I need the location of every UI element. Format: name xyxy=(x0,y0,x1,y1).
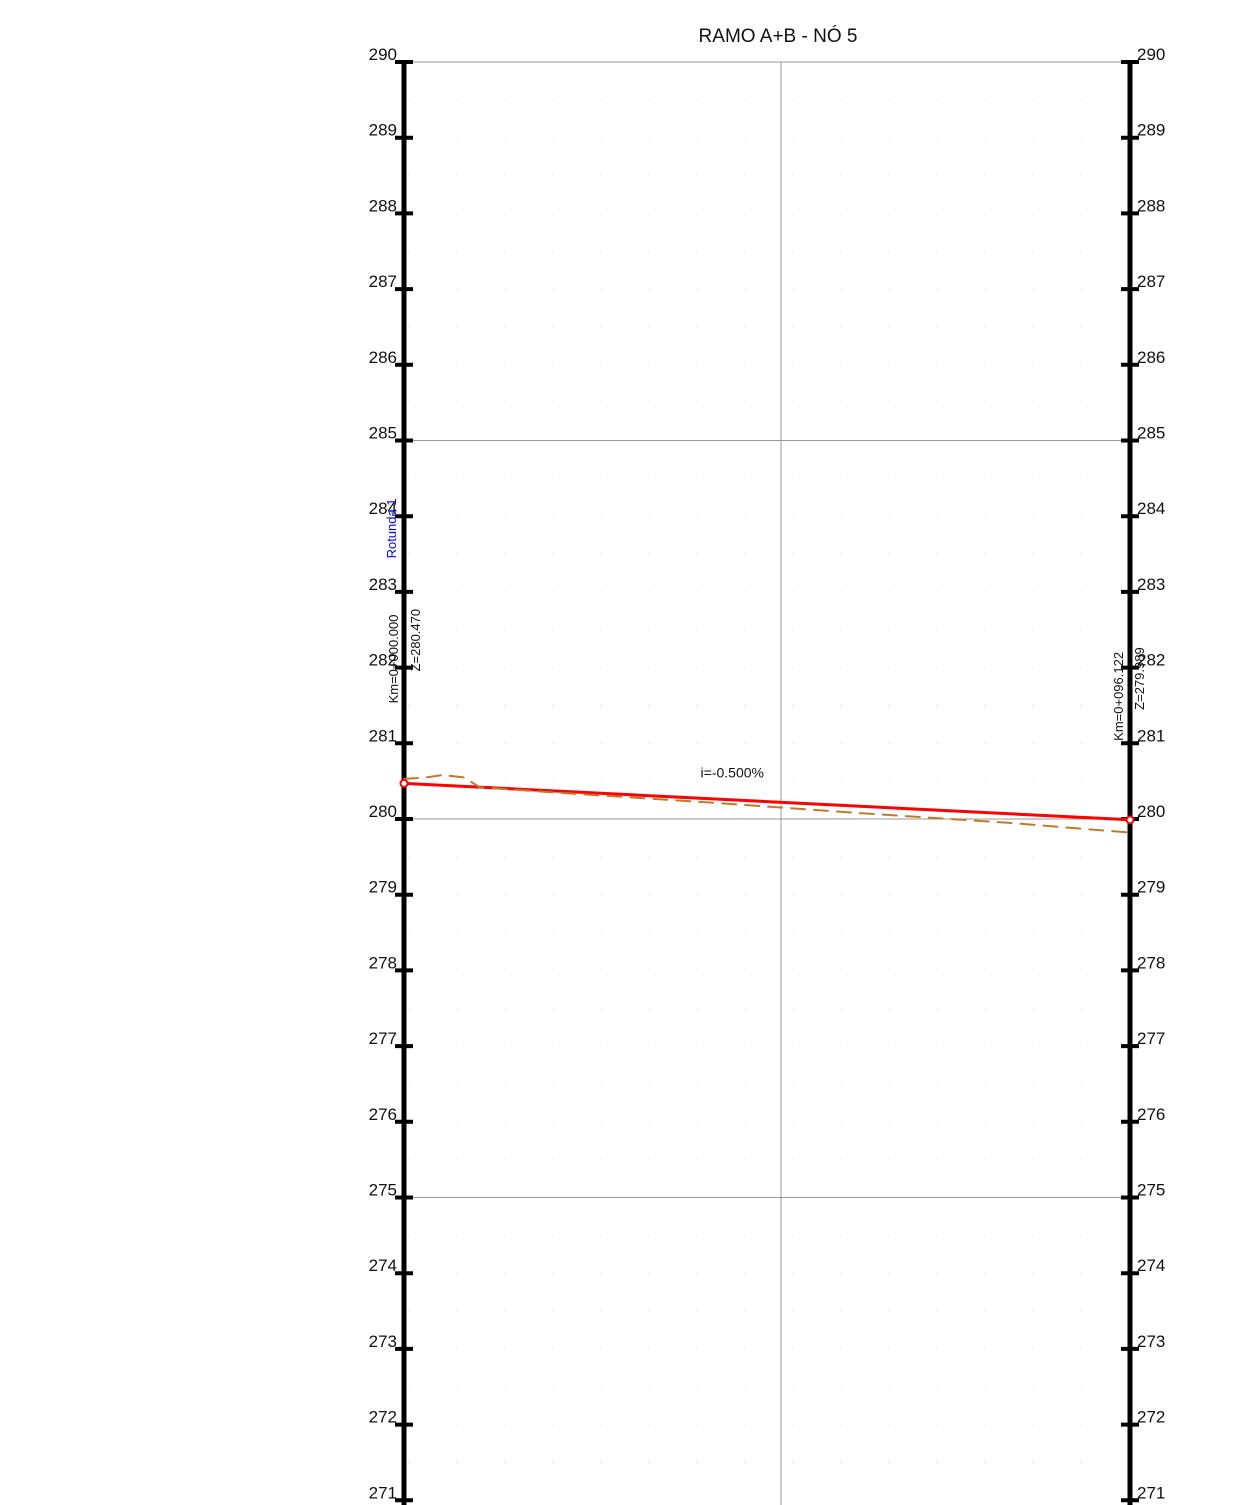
right-tick-label: 277 xyxy=(1137,1029,1165,1048)
annotation-layer: Km=0+000.000 Z=280.470 Km=0+096.122 Z=27… xyxy=(384,498,1147,780)
right-tick-label: 285 xyxy=(1137,424,1165,443)
end-vertex-marker xyxy=(1125,815,1135,825)
left-tick-label: 278 xyxy=(369,953,397,972)
left-tick-label: 283 xyxy=(369,575,397,594)
right-tick-label: 278 xyxy=(1137,953,1165,972)
left-tick-label: 275 xyxy=(369,1181,397,1200)
terrain-series-line xyxy=(403,774,1131,834)
right-tick-label: 273 xyxy=(1137,1332,1165,1351)
right-tick-label: 276 xyxy=(1137,1105,1165,1124)
left-tick-label: 276 xyxy=(369,1105,397,1124)
left-tick-label: 290 xyxy=(369,45,397,64)
roundabout-note-label: Rotunda 1 xyxy=(384,498,399,558)
grade-label: i=-0.500% xyxy=(701,764,764,780)
end-station-z-label: Z=279.989 xyxy=(1132,647,1147,710)
left-tick-label: 274 xyxy=(369,1256,397,1275)
right-tick-label: 272 xyxy=(1137,1408,1165,1427)
axis-layer: 290 290 289 289 288 288 287 287 286 286 285 285 284 2… xyxy=(369,45,1165,1505)
right-tick-label: 286 xyxy=(1137,348,1165,367)
left-tick-label: 272 xyxy=(369,1408,397,1427)
left-tick-label: 287 xyxy=(369,272,397,291)
right-tick-label: 280 xyxy=(1137,802,1165,821)
right-tick-label: 283 xyxy=(1137,575,1165,594)
left-tick-label: 271 xyxy=(369,1483,397,1502)
right-tick-label: 290 xyxy=(1137,45,1165,64)
right-tick-label: 281 xyxy=(1137,726,1165,745)
right-tick-label: 282 xyxy=(1137,651,1165,670)
left-tick-label: 277 xyxy=(369,1029,397,1048)
right-tick-label: 279 xyxy=(1137,878,1165,897)
right-tick-label: 275 xyxy=(1137,1181,1165,1200)
grid-layer xyxy=(404,61,1130,1505)
left-tick-label: 280 xyxy=(369,802,397,821)
right-tick-label: 274 xyxy=(1137,1256,1165,1275)
left-tick-label: 281 xyxy=(369,726,397,745)
profile-series-line xyxy=(402,781,1132,822)
left-tick-label: 289 xyxy=(369,121,397,140)
start-station-km-label: Km=0+000.000 xyxy=(386,615,401,704)
chart-title: RAMO A+B - NÓ 5 xyxy=(699,25,858,47)
left-tick-label: 286 xyxy=(369,348,397,367)
start-vertex-marker xyxy=(399,778,409,788)
left-tick-label: 288 xyxy=(369,196,397,215)
right-tick-label: 271 xyxy=(1137,1483,1165,1502)
left-tick-label: 273 xyxy=(369,1332,397,1351)
right-tick-label: 288 xyxy=(1137,196,1165,215)
left-tick-label: 282 xyxy=(369,651,397,670)
right-tick-label: 289 xyxy=(1137,121,1165,140)
left-tick-label: 284 xyxy=(369,499,397,518)
end-station-km-label: Km=0+096.122 xyxy=(1111,652,1126,741)
left-tick-label: 279 xyxy=(369,878,397,897)
series-layer xyxy=(399,774,1135,834)
right-tick-label: 287 xyxy=(1137,272,1165,291)
right-tick-label: 284 xyxy=(1137,499,1165,518)
left-tick-label: 285 xyxy=(369,424,397,443)
start-station-z-label: Z=280.470 xyxy=(408,609,423,672)
